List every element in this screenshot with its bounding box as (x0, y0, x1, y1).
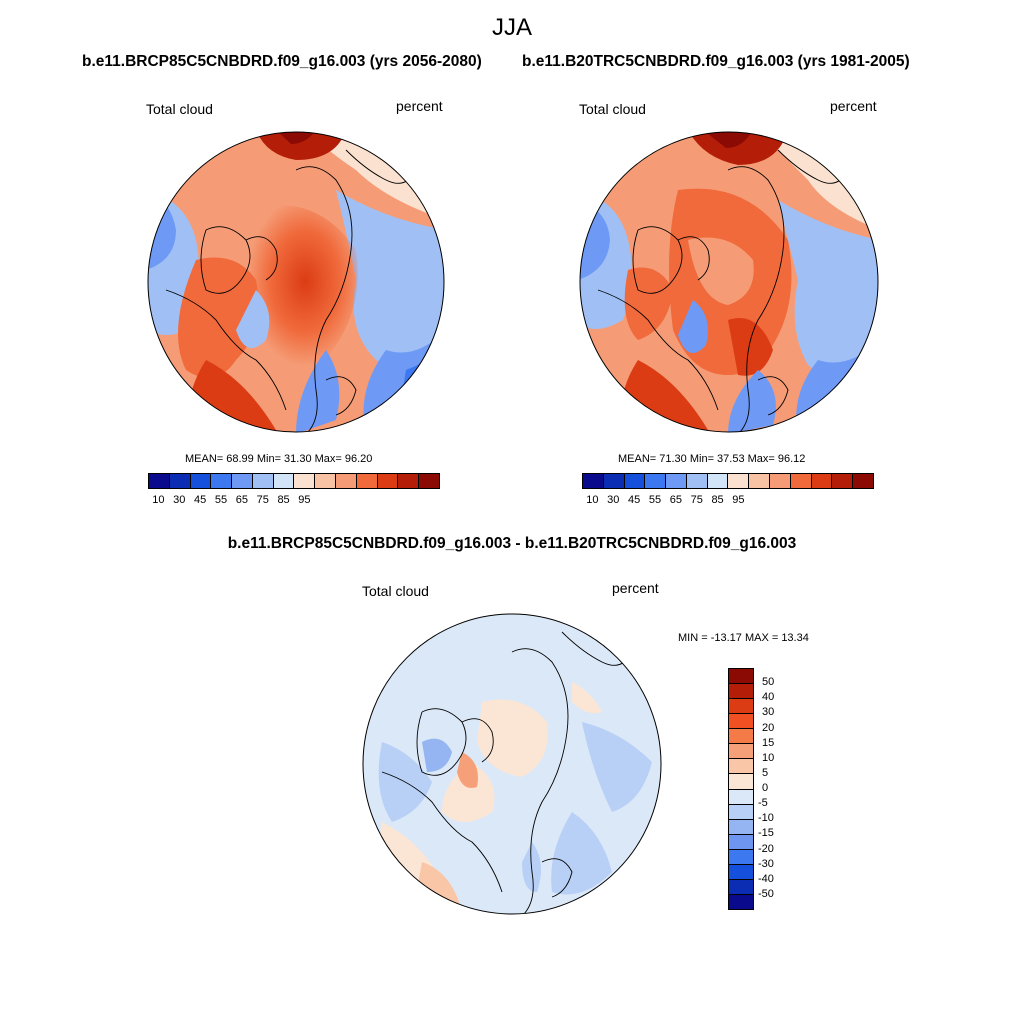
colorbar-tick-label: -50 (758, 887, 774, 900)
diff-units-label: percent (612, 580, 659, 596)
panel2-variable-label: Total cloud (579, 101, 646, 117)
colorbar-tick-label: 55 (214, 494, 228, 506)
colorbar-tick-label: 30 (173, 494, 186, 506)
colorbar-swatch (729, 789, 753, 805)
season-title: JJA (491, 14, 532, 41)
colorbar-swatch (729, 864, 753, 880)
colorbar-swatch (419, 474, 439, 488)
colorbar-tick-label: 45 (194, 494, 207, 506)
colorbar-swatch (686, 474, 708, 488)
colorbar-tick-label: 15 (762, 736, 775, 749)
colorbar-swatch (770, 474, 791, 488)
colorbar-swatch (729, 714, 753, 730)
diff-colorbar-ticks: 50 40 30 20 15 10 5 0 -5 -10 -15 -20 -30 -40 -50 (758, 668, 800, 910)
colorbar-swatch (273, 474, 295, 488)
colorbar-tick-label: 55 (648, 494, 662, 506)
colorbar-swatch (729, 729, 753, 745)
colorbar-swatch (729, 669, 753, 685)
colorbar-swatch (169, 474, 191, 488)
colorbar-tick-label: -5 (758, 797, 768, 810)
colorbar-swatch (336, 474, 357, 488)
colorbar-tick-label: 5 (762, 766, 769, 779)
colorbar-tick-label: 75 (256, 494, 269, 506)
colorbar-tick-label: 65 (669, 494, 682, 506)
panel2-case-title: b.e11.B20TRC5CNBDRD.f09_g16.003 (yrs 198… (522, 53, 910, 70)
colorbar-swatch (315, 474, 337, 488)
diff-variable-label: Total cloud (362, 583, 429, 599)
colorbar-tick-label: -30 (758, 857, 774, 870)
colorbar-tick-label: 30 (607, 494, 620, 506)
colorbar-swatch (294, 474, 316, 488)
colorbar-swatch (729, 744, 753, 760)
colorbar-swatch (603, 474, 625, 488)
colorbar-tick-label: 95 (298, 494, 311, 506)
colorbar-swatch (356, 474, 378, 488)
colorbar-swatch (707, 474, 729, 488)
colorbar-swatch (729, 699, 753, 715)
colorbar-swatch (729, 879, 753, 895)
colorbar-tick-label: 10 (152, 494, 165, 506)
colorbar-tick-label: 30 (762, 706, 775, 719)
colorbar-tick-label: -10 (758, 812, 774, 825)
colorbar-swatch (149, 474, 170, 488)
colorbar-swatch (729, 834, 753, 850)
colorbar-swatch (853, 474, 873, 488)
panel1-case-title: b.e11.BRCP85C5CNBDRD.f09_g16.003 (yrs 20… (82, 53, 482, 70)
colorbar-swatch (666, 474, 687, 488)
colorbar-tick-label: -40 (758, 872, 774, 885)
colorbar-swatch (728, 474, 750, 488)
colorbar-tick-label: 75 (690, 494, 703, 506)
panel1-polar-map (147, 131, 445, 433)
colorbar-tick-label: 65 (235, 494, 248, 506)
colorbar-tick-label: 85 (277, 494, 290, 506)
colorbar-swatch (232, 474, 253, 488)
panel1-colorbar (148, 473, 440, 489)
diff-stats: MIN = -13.17 MAX = 13.34 (678, 632, 809, 644)
colorbar-tick-label: 45 (628, 494, 641, 506)
colorbar-tick-label: 85 (711, 494, 724, 506)
panel2-colorbar (582, 473, 874, 489)
panel1-variable-label: Total cloud (146, 101, 213, 117)
colorbar-tick-label: 95 (732, 494, 745, 506)
panel2-stats: MEAN= 71.30 Min= 37.53 Max= 96.12 (618, 453, 806, 465)
diff-title: b.e11.BRCP85C5CNBDRD.f09_g16.003 - b.e11… (227, 535, 797, 552)
colorbar-swatch (398, 474, 420, 488)
colorbar-swatch (729, 804, 753, 820)
colorbar-swatch (583, 474, 604, 488)
panel2-units-label: percent (830, 98, 877, 114)
colorbar-tick-label: 10 (762, 751, 775, 764)
panel1-units-label: percent (396, 98, 443, 114)
colorbar-swatch (211, 474, 233, 488)
colorbar-swatch (729, 774, 753, 790)
colorbar-swatch (252, 474, 274, 488)
panel2-polar-map (579, 131, 879, 433)
colorbar-tick-label: 20 (762, 721, 775, 734)
colorbar-swatch (729, 849, 753, 865)
colorbar-tick-label: -20 (758, 842, 774, 855)
colorbar-tick-label: 10 (586, 494, 599, 506)
colorbar-swatch (790, 474, 812, 488)
colorbar-swatch (832, 474, 854, 488)
colorbar-swatch (624, 474, 646, 488)
diff-polar-map (362, 613, 662, 915)
colorbar-swatch (749, 474, 771, 488)
colorbar-swatch (729, 894, 753, 909)
colorbar-tick-label: 0 (762, 782, 769, 794)
colorbar-swatch (645, 474, 667, 488)
colorbar-swatch (811, 474, 833, 488)
panel1-stats: MEAN= 68.99 Min= 31.30 Max= 96.20 (185, 453, 373, 465)
colorbar-swatch (729, 819, 753, 835)
diff-colorbar (728, 668, 754, 910)
colorbar-swatch (729, 759, 753, 775)
colorbar-tick-label: 50 (762, 676, 775, 689)
colorbar-tick-label: 40 (762, 691, 775, 704)
colorbar-swatch (190, 474, 212, 488)
colorbar-tick-label: -15 (758, 827, 774, 840)
colorbar-swatch (377, 474, 399, 488)
colorbar-swatch (729, 684, 753, 700)
